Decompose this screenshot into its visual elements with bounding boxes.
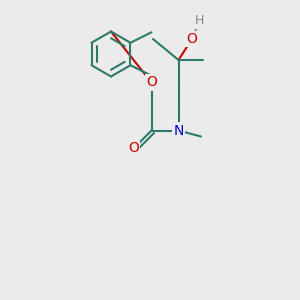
- Text: O: O: [128, 142, 139, 155]
- Text: O: O: [146, 76, 157, 89]
- Text: O: O: [187, 32, 197, 46]
- Text: N: N: [173, 124, 184, 137]
- Text: H: H: [195, 14, 204, 28]
